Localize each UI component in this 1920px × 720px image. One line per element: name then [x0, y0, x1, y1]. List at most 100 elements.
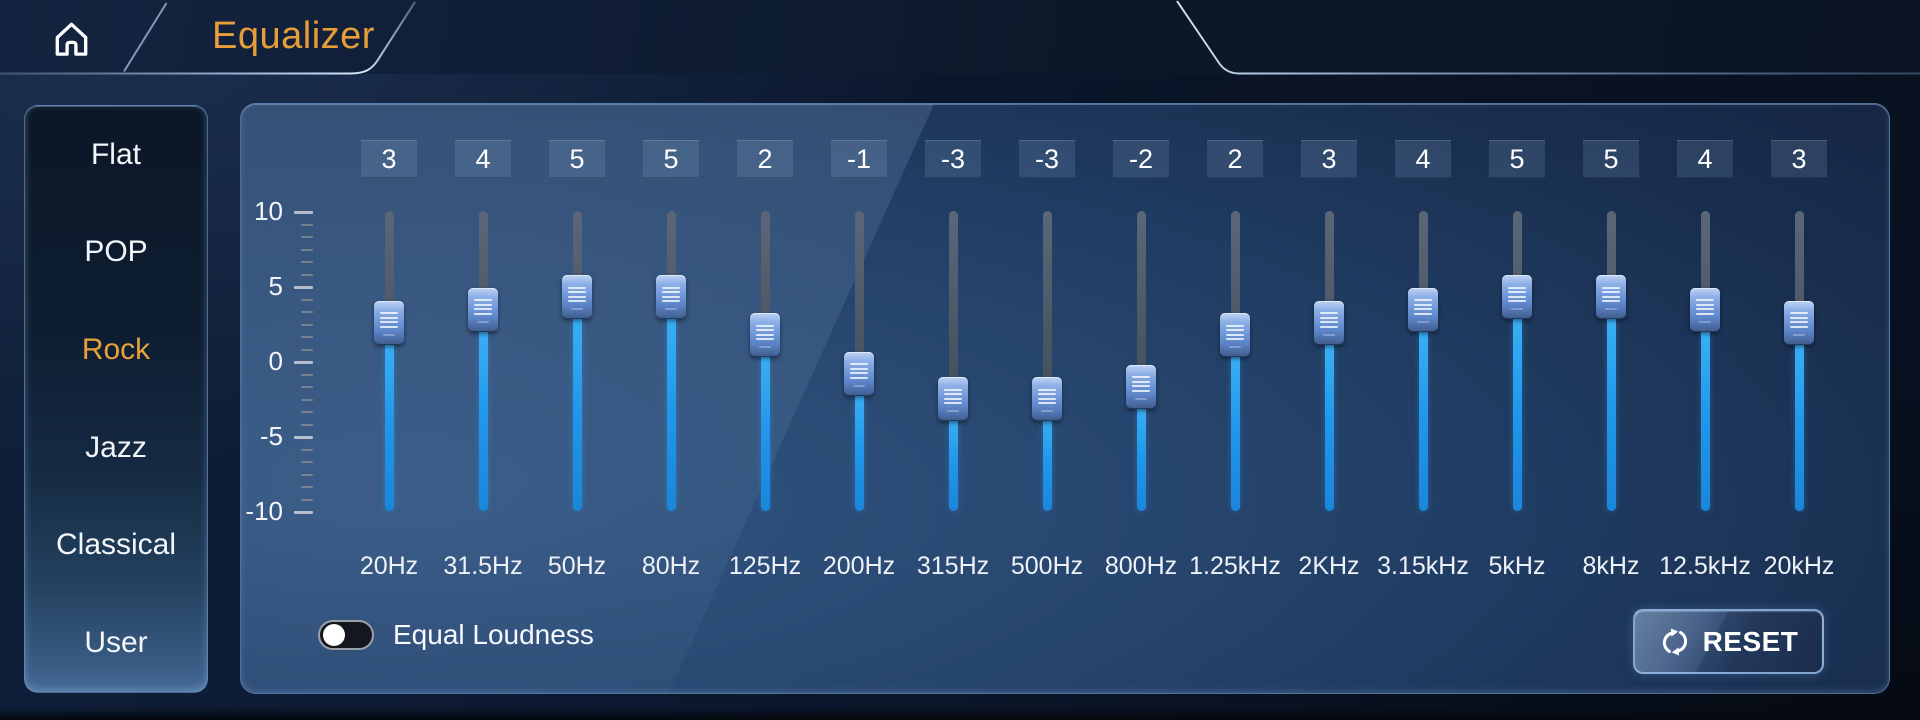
scale-tick-minor	[301, 248, 313, 251]
bands: 3 20Hz 4 31.5Hz 5 50Hz 5 80Hz 2 125Hz -1 200Hz -3 315…	[241, 104, 1889, 693]
band-frequency-label: 50Hz	[547, 552, 607, 580]
slider-track[interactable]	[948, 211, 958, 511]
slider-handle[interactable]	[562, 275, 592, 319]
slider-track[interactable]	[1700, 211, 1710, 511]
scale-tick-minor	[301, 273, 313, 276]
slider-handle[interactable]	[938, 377, 968, 422]
band-value-badge: 4	[1677, 140, 1733, 178]
slider-fill	[384, 340, 394, 511]
reset-button[interactable]: RESET	[1633, 609, 1824, 674]
band-20Hz: 3 20Hz	[342, 104, 436, 693]
sidebar-item-classical[interactable]: Classical	[55, 528, 177, 562]
band-value-badge: 4	[1395, 140, 1451, 178]
sidebar-item-pop[interactable]: POP	[84, 235, 148, 269]
slider-handle[interactable]	[656, 275, 686, 319]
band-frequency-label: 315Hz	[916, 552, 990, 580]
slider-handle[interactable]	[1408, 287, 1438, 332]
slider-handle[interactable]	[1032, 377, 1062, 422]
band-frequency-label: 800Hz	[1104, 552, 1178, 580]
scale-tick-minor	[301, 386, 313, 388]
band-frequency-label: 20kHz	[1763, 552, 1835, 580]
band-value-badge: 5	[1489, 140, 1545, 178]
slider-fill	[1136, 404, 1146, 511]
slider-track[interactable]	[666, 211, 676, 511]
scale-tick-major	[294, 286, 313, 289]
band-value-badge: 3	[361, 140, 417, 178]
equalizer-panel: 10 5 0 -5 -10 3 20Hz 4 31.5Hz 5 50Hz 5 80Hz 2 125Hz -1…	[240, 103, 1890, 694]
slider-track[interactable]	[1794, 211, 1804, 511]
slider-fill	[760, 353, 770, 511]
slider-track[interactable]	[1606, 211, 1616, 511]
band-frequency-label: 1.25kHz	[1189, 552, 1281, 580]
band-frequency-label: 500Hz	[1010, 552, 1084, 580]
band-frequency-label: 125Hz	[728, 552, 802, 580]
slider-track[interactable]	[1230, 211, 1240, 511]
slider-handle[interactable]	[1220, 313, 1250, 358]
band-value-badge: -2	[1113, 140, 1169, 178]
slider-handle[interactable]	[374, 300, 404, 345]
scale-label: 5	[268, 271, 283, 301]
slider-track[interactable]	[572, 211, 582, 511]
slider-fill	[1606, 315, 1616, 511]
slider-fill	[948, 417, 958, 511]
scale-tick-minor	[301, 261, 313, 263]
slider-fill	[1700, 327, 1710, 511]
band-8kHz: 5 8kHz	[1564, 104, 1658, 693]
db-scale: 10 5 0 -5 -10	[241, 104, 351, 693]
scale-label: -5	[259, 421, 283, 451]
slider-track[interactable]	[760, 211, 770, 511]
band-value-badge: -3	[1019, 140, 1075, 178]
band-value-badge: 5	[643, 140, 699, 178]
slider-track[interactable]	[478, 211, 488, 511]
slider-track[interactable]	[1136, 211, 1146, 511]
scale-tick-minor	[301, 411, 313, 413]
band-value-badge: 5	[549, 140, 605, 178]
slider-handle[interactable]	[1690, 287, 1720, 332]
scale-tick-minor	[301, 398, 313, 401]
band-500Hz: -3 500Hz	[1000, 104, 1094, 693]
slider-track[interactable]	[1512, 211, 1522, 511]
scale-tick-minor	[301, 448, 313, 451]
band-12.5kHz: 4 12.5kHz	[1658, 104, 1752, 693]
scale-tick-minor	[301, 498, 313, 501]
band-frequency-label: 8kHz	[1582, 552, 1640, 580]
slider-track[interactable]	[384, 211, 394, 511]
scale-tick-minor	[301, 373, 313, 376]
reset-label: RESET	[1702, 625, 1799, 657]
band-315Hz: -3 315Hz	[906, 104, 1000, 693]
slider-handle[interactable]	[1502, 275, 1532, 319]
slider-track[interactable]	[1042, 211, 1052, 511]
slider-track[interactable]	[1418, 211, 1428, 511]
band-frequency-label: 2KHz	[1298, 552, 1360, 580]
band-2KHz: 3 2KHz	[1282, 104, 1376, 693]
band-value-badge: 5	[1583, 140, 1639, 178]
scale-tick-minor	[301, 223, 313, 226]
scale-tick-major	[294, 511, 313, 514]
sidebar-item-user[interactable]: User	[84, 626, 148, 660]
home-button[interactable]	[36, 8, 106, 66]
band-1.25kHz: 2 1.25kHz	[1188, 104, 1282, 693]
slider-track[interactable]	[1324, 211, 1334, 511]
bottom-strip	[0, 707, 1920, 720]
sidebar-item-flat[interactable]: Flat	[90, 137, 141, 171]
band-800Hz: -2 800Hz	[1094, 104, 1188, 693]
band-value-badge: 4	[455, 140, 511, 178]
slider-handle[interactable]	[1126, 364, 1156, 409]
slider-handle[interactable]	[1314, 300, 1344, 345]
band-frequency-label: 80Hz	[641, 552, 701, 580]
sidebar-item-rock[interactable]: Rock	[81, 333, 151, 367]
band-frequency-label: 20Hz	[359, 552, 419, 580]
slider-fill	[478, 327, 488, 511]
slider-handle[interactable]	[1596, 275, 1626, 319]
slider-handle[interactable]	[468, 287, 498, 332]
slider-fill	[1042, 417, 1052, 511]
band-3.15kHz: 4 3.15kHz	[1376, 104, 1470, 693]
equal-loudness-toggle[interactable]	[318, 620, 374, 650]
slider-handle[interactable]	[1784, 300, 1814, 345]
slider-handle[interactable]	[750, 313, 780, 358]
slider-handle[interactable]	[844, 351, 874, 396]
slider-fill	[1324, 340, 1334, 511]
band-frequency-label: 5kHz	[1488, 552, 1546, 580]
sidebar-item-jazz[interactable]: Jazz	[85, 430, 147, 464]
